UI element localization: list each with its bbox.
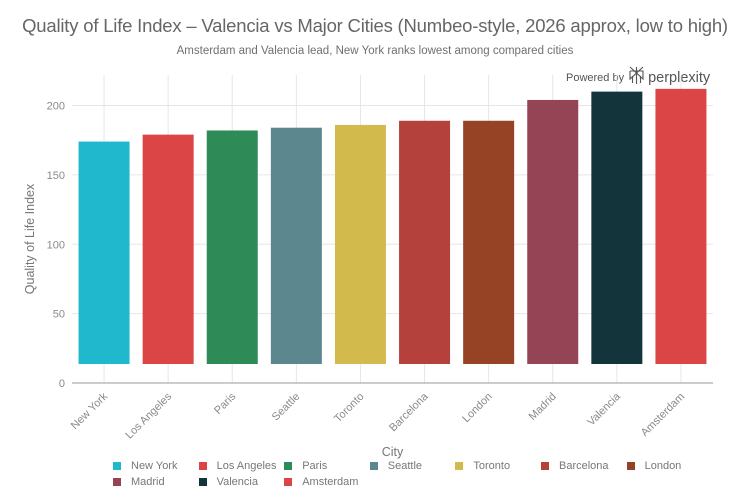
legend-item-new-york[interactable]: New York xyxy=(113,460,177,472)
powered-by-label: Powered by xyxy=(566,72,625,84)
x-tick-label: Barcelona xyxy=(387,390,431,434)
legend-swatch xyxy=(541,462,549,470)
x-tick-labels: New York Los Angeles Paris Seattle Toronto Ba… xyxy=(69,390,687,441)
legend-item-amsterdam[interactable]: Amsterdam xyxy=(284,476,358,488)
bar-madrid xyxy=(527,99,579,364)
legend-swatch xyxy=(284,462,293,470)
y-tick-label: 50 xyxy=(53,309,65,321)
legend-swatch xyxy=(455,462,464,470)
legend-label: Los Angeles xyxy=(216,460,277,472)
legend-item-toronto[interactable]: Toronto xyxy=(455,460,510,472)
bar-toronto xyxy=(334,124,386,364)
legend-swatch xyxy=(113,478,121,486)
x-tick-label: Los Angeles xyxy=(123,390,174,441)
y-tick-label: 150 xyxy=(47,170,65,182)
legend-item-madrid[interactable]: Madrid xyxy=(113,476,165,488)
chart-subtitle: Amsterdam and Valencia lead, New York ra… xyxy=(176,45,574,57)
legend-item-barcelona[interactable]: Barcelona xyxy=(541,460,609,472)
x-tick-label: Madrid xyxy=(527,391,559,423)
legend-label: Barcelona xyxy=(559,460,609,472)
x-tick-label: London xyxy=(460,391,494,425)
legend-label: Madrid xyxy=(131,476,165,488)
perplexity-brand-label: perplexity xyxy=(648,70,711,86)
legend-swatch xyxy=(626,462,635,470)
legend-item-los-angeles[interactable]: Los Angeles xyxy=(198,460,277,472)
legend-label: Toronto xyxy=(473,460,511,472)
y-tick-label: 200 xyxy=(47,101,65,113)
x-tick-label: Toronto xyxy=(332,391,366,425)
legend-label: London xyxy=(644,460,682,472)
legend-title: City xyxy=(381,445,404,459)
bar-paris xyxy=(206,130,258,364)
bars xyxy=(78,88,707,364)
legend-label: Valencia xyxy=(216,476,258,488)
y-axis-title: Quality of Life Index xyxy=(23,183,37,294)
branding: Powered by perplexity xyxy=(566,66,711,90)
bar-chart: 0 50 100 150 200 New York Los Angeles Paris Sea… xyxy=(23,75,713,442)
y-tick-labels: 0 50 100 150 200 xyxy=(47,101,65,391)
chart-title: Quality of Life Index – Valencia vs Majo… xyxy=(22,15,728,36)
legend-item-london[interactable]: London xyxy=(626,460,682,472)
legend-label: Seattle xyxy=(387,460,423,472)
x-tick-label: Paris xyxy=(212,390,239,417)
legend-item-seattle[interactable]: Seattle xyxy=(369,460,423,472)
x-tick-label: Seattle xyxy=(270,391,303,424)
legend-swatch xyxy=(284,478,293,486)
x-tick-label: Valencia xyxy=(585,390,623,428)
x-tick-label: New York xyxy=(69,390,111,432)
x-tick-label: Amsterdam xyxy=(639,391,687,439)
perplexity-logo-icon xyxy=(628,66,645,90)
bar-seattle xyxy=(270,127,322,364)
bar-london xyxy=(463,120,515,364)
legend-swatch xyxy=(113,462,121,470)
bar-valencia xyxy=(591,91,643,364)
bar-los-angeles xyxy=(142,134,194,364)
bar-barcelona xyxy=(399,120,451,364)
legend-item-paris[interactable]: Paris xyxy=(284,460,327,472)
legend-swatch xyxy=(369,462,378,470)
y-tick-label: 100 xyxy=(47,239,65,251)
legend-label: New York xyxy=(131,460,178,472)
legend-swatch xyxy=(198,478,207,486)
legend-label: Paris xyxy=(302,460,328,472)
legend-label: Amsterdam xyxy=(302,476,359,488)
bar-new-york xyxy=(78,141,130,364)
legend-item-valencia[interactable]: Valencia xyxy=(198,476,258,488)
y-tick-label: 0 xyxy=(59,378,65,390)
legend-swatch xyxy=(198,462,207,470)
bar-amsterdam xyxy=(655,88,707,364)
